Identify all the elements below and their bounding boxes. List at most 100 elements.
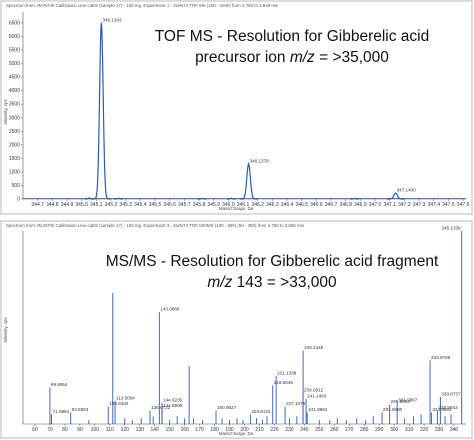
peak-label: 203.9132 (251, 409, 271, 414)
x-tick-label: 290 (375, 427, 384, 433)
x-tick-label: 347.2 (398, 202, 411, 208)
x-tick-label: 340 (450, 427, 459, 433)
x-tick-label: 345.0 (75, 202, 88, 208)
x-tick-label: 346.2 (251, 202, 264, 208)
peak-label: 144.8905 (163, 403, 183, 408)
x-tick-label: 270 (345, 427, 354, 433)
peak-label: 239.0912 (304, 388, 324, 393)
x-tick-label: 345.6 (163, 202, 176, 208)
peak-label: 69.9954 (51, 382, 68, 387)
x-tick-label: 346.9 (354, 202, 367, 208)
x-tick-label: 210 (255, 427, 264, 433)
y-axis-label: Intensity, cps (3, 99, 8, 125)
x-tick-label: 345.9 (207, 202, 220, 208)
peak-label: 218.8646 (274, 380, 294, 385)
x-tick-label: 346.1 (237, 202, 250, 208)
y-tick-label: 1500 (9, 156, 20, 162)
msms-panel: Spectrum from: RinN74h Calibration Line-… (0, 220, 473, 439)
peak-label: 324.8692 (432, 407, 452, 412)
panel-frame (0, 220, 473, 439)
peak-label: 113.5004 (116, 395, 135, 400)
x-tick-label: 130 (136, 427, 145, 433)
x-tick-label: 347.1 (383, 202, 396, 208)
chart-title-line-1: TOF MS - Resolution for Gibberelic acid (155, 28, 430, 45)
x-tick-label: 180 (210, 427, 219, 433)
peak-label: 330.8737 (441, 391, 461, 396)
x-tick-label: 345.7 (178, 202, 191, 208)
x-tick-label: 330 (435, 427, 444, 433)
x-tick-label: 345.1 (90, 202, 103, 208)
x-tick-label: 280 (360, 427, 369, 433)
x-tick-label: 140 (151, 427, 160, 433)
peak-label: 143.0866 (160, 307, 180, 312)
x-tick-label: 347.5 (442, 202, 455, 208)
spectrum-peak (84, 197, 94, 200)
peak-label: 347.1400 (397, 188, 417, 193)
x-tick-label: 250 (315, 427, 324, 433)
x-tick-label: 120 (121, 427, 130, 433)
x-tick-label: 160 (180, 427, 189, 433)
x-tick-label: 347.3 (413, 202, 426, 208)
x-tick-label: 345.3 (119, 202, 132, 208)
peak-label: 71.0864 (53, 409, 70, 414)
x-tick-label: 346.6 (310, 202, 323, 208)
peak-label: 345.1343 (102, 17, 122, 22)
y-tick-label: 3500 (9, 102, 20, 108)
peak-label: 144.9235 (163, 397, 183, 402)
peak-label: 241.8864 (308, 407, 328, 412)
y-tick-label: 4000 (9, 88, 20, 94)
x-axis-label: Mass/Charge, Da (219, 206, 254, 211)
x-tick-label: 150 (165, 427, 174, 433)
x-tick-label: 90 (77, 427, 83, 433)
x-tick-label: 346.3 (266, 202, 279, 208)
y-tick-label: 6500 (9, 20, 20, 26)
x-tick-label: 346.5 (295, 202, 308, 208)
x-tick-label: 347.0 (369, 202, 382, 208)
panel-frame (0, 0, 473, 215)
plot-area: 0 500 1000 1500 2000 2500 3000 3500 4000 4500 5000… (9, 12, 470, 208)
x-tick-label: 170 (195, 427, 204, 433)
x-tick-label: 60 (32, 427, 38, 433)
x-tick-label: 344.7 (31, 202, 44, 208)
chart-title-line-2: m/z 143 = >33,000 (207, 274, 337, 291)
peak-label: 180.9627 (217, 405, 237, 410)
x-tick-label: 344.8 (46, 202, 59, 208)
y-tick-label: 4500 (9, 75, 20, 81)
x-tick-label: 346.0 (222, 202, 235, 208)
x-tick-label: 345.5 (149, 202, 162, 208)
x-tick-label: 345.2 (105, 202, 118, 208)
x-tick-label: 347.6 (457, 202, 470, 208)
x-tick-label: 320 (420, 427, 429, 433)
peak-label: 83.8563 (72, 407, 89, 412)
y-tick-label: 500 (12, 183, 21, 189)
tof-ms-panel: Spectrum from: RinN74h Calibration Line-… (0, 0, 473, 215)
peak-label: 345.1339 (442, 226, 462, 231)
spectrum-header: Spectrum from: RinN74h Calibration Line-… (6, 223, 305, 228)
x-tick-label: 310 (405, 427, 414, 433)
y-tick-label: 5000 (9, 61, 20, 67)
peak-label: 291.9090 (383, 407, 403, 412)
x-tick-label: 347.4 (427, 202, 440, 208)
y-axis-label: Intensity, cps (3, 317, 8, 343)
x-tick-label: 100 (91, 427, 100, 433)
y-tick-label: 5500 (9, 48, 20, 54)
peak-label: 108.9334 (109, 401, 129, 406)
x-axis-label: Mass/Charge, Da (219, 431, 254, 436)
x-tick-label: 300 (390, 427, 399, 433)
x-tick-label: 260 (330, 427, 339, 433)
x-tick-label: 80 (62, 427, 68, 433)
x-tick-label: 346.7 (325, 202, 338, 208)
y-tick-label: 2500 (9, 129, 20, 135)
x-tick-label: 344.9 (61, 202, 74, 208)
x-tick-label: 346.4 (281, 202, 294, 208)
peak-label: 296.9903 (391, 399, 411, 404)
x-tick-label: 345.4 (134, 202, 147, 208)
x-tick-label: 220 (270, 427, 279, 433)
peak-label: 221.1338 (277, 370, 297, 375)
x-tick-label: 240 (300, 427, 309, 433)
x-tick-label: 70 (47, 427, 53, 433)
x-tick-label: 345.8 (193, 202, 206, 208)
x-tick-label: 346.8 (339, 202, 352, 208)
peak-label: 301.9867 (398, 397, 418, 402)
